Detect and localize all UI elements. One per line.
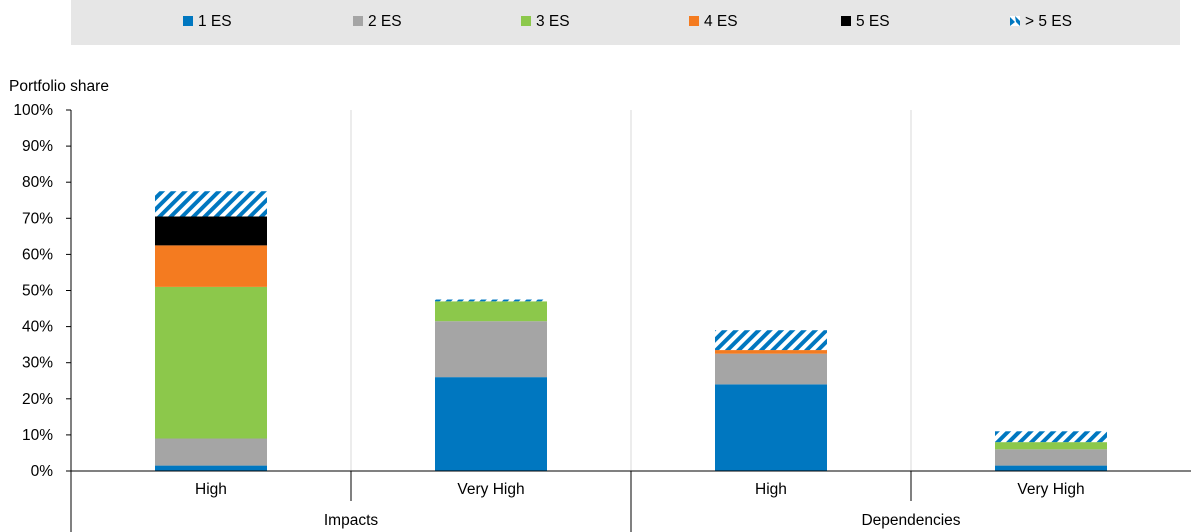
legend: 1 ES 2 ES 3 ES 4 ES 5 ES > 5 ES <box>183 13 1072 30</box>
bars <box>155 191 1107 471</box>
legend-swatch <box>841 16 851 26</box>
legend-label: > 5 ES <box>1025 13 1072 30</box>
x-category-label: Very High <box>1017 481 1084 498</box>
bar-segment <box>435 299 547 302</box>
bar-segment <box>995 465 1107 471</box>
x-category-label: High <box>195 481 227 498</box>
legend-swatch-bg <box>1010 16 1020 26</box>
legend-swatch-hatch <box>1015 16 1020 26</box>
bar-segment <box>155 216 267 246</box>
bar-segment <box>995 431 1107 443</box>
x-group-label: Impacts <box>324 512 379 529</box>
bar-segment <box>155 286 267 439</box>
y-tick-label: 70% <box>22 210 53 227</box>
x-category-label: Very High <box>457 481 524 498</box>
bar-segment <box>155 465 267 471</box>
bar-segment <box>435 321 547 378</box>
y-tick-label: 40% <box>22 319 53 336</box>
x-axis: High Very High High Very High Impacts Depende… <box>70 110 1191 532</box>
y-tick-label: 90% <box>22 138 53 155</box>
bar-segment <box>155 245 267 287</box>
y-tick-label: 10% <box>22 427 53 444</box>
legend-swatch <box>689 16 699 26</box>
legend-swatch-hatch <box>1010 17 1015 26</box>
bar-segment <box>715 353 827 385</box>
x-category-label: High <box>755 481 787 498</box>
y-tick-label: 60% <box>22 246 53 263</box>
y-axis-title: Portfolio share <box>9 78 109 95</box>
bar-segment <box>715 330 827 351</box>
bar-segment <box>715 350 827 354</box>
bar-segment <box>155 438 267 466</box>
legend-swatch <box>353 16 363 26</box>
y-tick-label: 30% <box>22 355 53 372</box>
legend-swatch <box>521 16 531 26</box>
legend-label: 3 ES <box>536 13 570 30</box>
bar-segment <box>715 384 827 471</box>
y-tick-label: 50% <box>22 283 53 300</box>
legend-label: 5 ES <box>856 13 890 30</box>
y-axis: 0% 10% 20% 30% 40% 50% 60% 70% 80% 90% 100% <box>13 102 72 480</box>
y-tick-label: 100% <box>13 102 53 119</box>
legend-swatch <box>183 16 193 26</box>
y-tick-label: 0% <box>31 463 54 480</box>
legend-background <box>71 0 1180 45</box>
bar-segment <box>435 377 547 471</box>
bar-segment <box>435 301 547 322</box>
bar-segment <box>155 191 267 217</box>
legend-label: 4 ES <box>704 13 738 30</box>
y-tick-label: 20% <box>22 391 53 408</box>
y-tick-label: 80% <box>22 174 53 191</box>
bar-segment <box>995 449 1107 466</box>
bar-segment <box>995 442 1107 450</box>
legend-label: 1 ES <box>198 13 232 30</box>
x-group-label: Dependencies <box>861 512 960 529</box>
legend-label: 2 ES <box>368 13 402 30</box>
